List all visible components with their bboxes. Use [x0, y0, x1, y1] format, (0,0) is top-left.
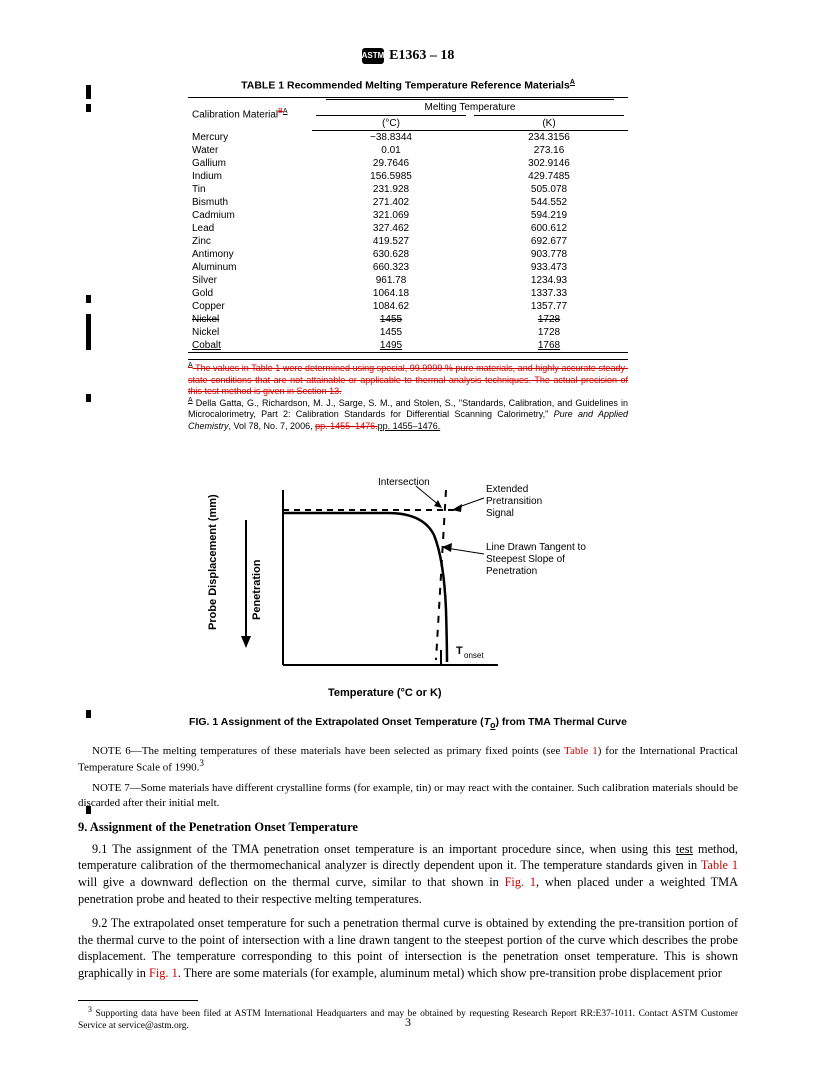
footnote-a-new: A Della Gatta, G., Richardson, M. J., Sa… — [188, 397, 628, 432]
svg-text:Probe Displacement (mm): Probe Displacement (mm) — [207, 494, 219, 630]
figure-1: Probe Displacement (mm) Penetration Inte… — [188, 450, 628, 710]
svg-text:Penetration: Penetration — [486, 566, 537, 577]
change-bar — [86, 710, 91, 718]
table-row: Gallium29.7646302.9146 — [188, 157, 628, 170]
table-row: Gold1064.181337.33 — [188, 287, 628, 300]
change-bar — [86, 295, 91, 303]
change-bar — [86, 104, 91, 112]
page-header: ASTM E1363 – 18 — [78, 48, 738, 64]
table-row: Cadmium321.069594.219 — [188, 209, 628, 222]
svg-text:Intersection: Intersection — [378, 477, 430, 488]
table-row-strike: Nickel 1455 1728 — [188, 313, 628, 326]
table-row: Silver961.781234.93 — [188, 274, 628, 287]
change-bar — [86, 806, 91, 814]
svg-text:Penetration: Penetration — [251, 559, 263, 620]
svg-text:Signal: Signal — [486, 508, 514, 519]
table-row: Nickel14551728 — [188, 326, 628, 339]
note-6: NOTE 6—The melting temperatures of these… — [78, 744, 738, 775]
footnote-rule — [78, 1000, 198, 1001]
para-9-1: 9.1 The assignment of the TMA penetratio… — [78, 841, 738, 907]
table-row: Tin231.928505.078 — [188, 183, 628, 196]
col-kelvin: (K) — [470, 114, 628, 131]
page-number: 3 — [0, 1015, 816, 1030]
change-bar — [86, 85, 91, 99]
table-title: TABLE 1 Recommended Melting Temperature … — [188, 78, 628, 93]
table-row: Cobalt14951768 — [188, 339, 628, 353]
table-row: Indium156.5985429.7485 — [188, 170, 628, 183]
section-9-head: 9. Assignment of the Penetration Onset T… — [78, 820, 738, 835]
table-row: Water0.01273.16 — [188, 144, 628, 157]
astm-logo: ASTM — [362, 48, 384, 64]
table-row: Mercury−38.8344234.3156 — [188, 131, 628, 145]
footnote-a-deleted: A The values in Table 1 were determined … — [188, 362, 628, 397]
svg-text:Temperature (°C or K): Temperature (°C or K) — [328, 687, 442, 699]
svg-text:Pretransition: Pretransition — [486, 496, 542, 507]
table-row: Bismuth271.402544.552 — [188, 196, 628, 209]
svg-text:Extended: Extended — [486, 484, 528, 495]
table-row: Copper1084.621357.77 — [188, 300, 628, 313]
note-7: NOTE 7—Some materials have different cry… — [78, 781, 738, 810]
melting-table: Calibration MaterialBA Melting Temperatu… — [188, 97, 628, 353]
svg-text:onset: onset — [464, 651, 484, 660]
col-celsius: (°C) — [312, 114, 470, 131]
change-bar — [86, 314, 91, 350]
figure-caption: FIG. 1 Assignment of the Extrapolated On… — [78, 716, 738, 730]
para-9-2: 9.2 The extrapolated onset temperature f… — [78, 915, 738, 981]
table-row: Antimony630.628903.778 — [188, 248, 628, 261]
designation: E1363 – 18 — [389, 48, 454, 63]
svg-text:T: T — [456, 645, 463, 657]
table-row: Zinc419.527692.677 — [188, 235, 628, 248]
col-group: Melting Temperature — [312, 98, 628, 115]
svg-text:Steepest Slope of: Steepest Slope of — [486, 554, 565, 565]
table-1: TABLE 1 Recommended Melting Temperature … — [188, 78, 628, 353]
svg-text:Line Drawn Tangent to: Line Drawn Tangent to — [486, 542, 586, 553]
change-bar — [86, 394, 91, 402]
table-row: Aluminum660.323933.473 — [188, 261, 628, 274]
table-footnotes: A The values in Table 1 were determined … — [188, 359, 628, 432]
table-row: Lead327.462600.612 — [188, 222, 628, 235]
col-material: Calibration MaterialBA — [188, 98, 312, 131]
